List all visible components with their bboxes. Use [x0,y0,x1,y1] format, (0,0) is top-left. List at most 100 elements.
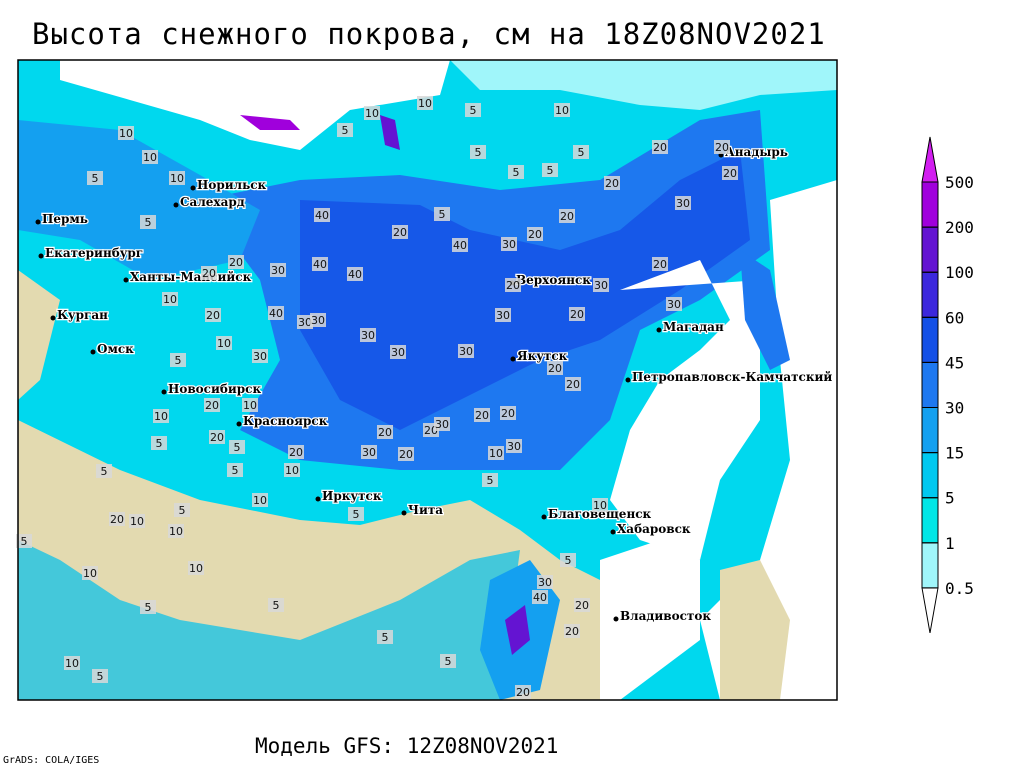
contour-label-box [337,123,353,137]
city-label: Магадан [663,320,724,334]
city-label: Новосибирск [168,382,261,396]
contour-label-box [228,255,244,269]
credit: GrADS: COLA/IGES [3,755,99,766]
contour-label-box [227,463,243,477]
contour-label-box [604,176,620,190]
contour-label: 30 [271,264,285,277]
contour-label-box [434,417,450,431]
contour-label: 40 [315,209,329,222]
contour-label-box [542,163,558,177]
city-dot [656,327,662,333]
contour-label-box [440,654,456,668]
contour-label: 5 [342,124,349,137]
contour-label-box [482,473,498,487]
contour-label-box [268,306,284,320]
contour-label: 5 [234,441,241,454]
contour-label: 30 [391,346,405,359]
contour-label: 30 [502,238,516,251]
city-dot [38,253,44,259]
contour-label-box [252,493,268,507]
contour-label-box [537,575,553,589]
contour-label-box [360,328,376,342]
contour-label: 5 [232,464,239,477]
contour-label-box [506,439,522,453]
contour-label-box [361,445,377,459]
contour-label-box [92,669,108,683]
contour-label-box [527,227,543,241]
contour-label: 20 [548,362,562,375]
contour-label: 10 [593,499,607,512]
colorbar-label: 500 [945,173,974,192]
contour-label-box [488,446,504,460]
contour-label-box [574,598,590,612]
contour-label-box [569,307,585,321]
city-label: Якутск [517,349,568,363]
map [18,60,837,700]
contour-label-box [87,171,103,185]
contour-label: 30 [362,446,376,459]
contour-label: 5 [547,164,554,177]
contour-label-box [560,553,576,567]
city-dot [190,185,196,191]
contour-label: 40 [269,307,283,320]
contour-label-box [204,398,220,412]
colorbar-label: 5 [945,489,955,508]
title: Высота снежного покрова, см на 18Z08NOV2… [32,17,826,51]
contour-label: 5 [273,599,280,612]
city-dot [236,421,242,427]
contour-label: 20 [605,177,619,190]
cities: Норильск Салехард Пермь Екатеринбург Ханты-М… [35,144,834,624]
contour-label-box [151,436,167,450]
contour-label: 10 [365,107,379,120]
contour-label: 5 [513,166,520,179]
contour-label: 20 [565,625,579,638]
contour-label: 5 [101,465,108,478]
contour-label: 30 [311,314,325,327]
contour-label: 10 [130,515,144,528]
contour-label-box [398,447,414,461]
contour-label-box [564,624,580,638]
contour-label: 5 [145,601,152,614]
colorbar-label: 1 [945,534,955,553]
contour-label-box [714,140,730,154]
city-dot [315,496,321,502]
contour-label-box [474,408,490,422]
contour-label-box [64,656,80,670]
contour-label: 20 [566,378,580,391]
city-label: Петропавловск-Камчатский [632,370,832,384]
contour-label-box [470,145,486,159]
contour-label: 20 [560,210,574,223]
contour-label: 20 [210,431,224,444]
contour-label: 30 [459,345,473,358]
contour-label: 30 [435,418,449,431]
contour-label: 20 [723,167,737,180]
contour-label-box [140,600,156,614]
city-label: Благовещенск [548,507,652,521]
contour-label: 5 [565,554,572,567]
contour-label: 20 [205,399,219,412]
contour-label-box [188,561,204,575]
contour-label-box [452,238,468,252]
contour-label-box [348,507,364,521]
contour-label-box [284,463,300,477]
contour-label: 5 [487,474,494,487]
colorbar-end [921,136,939,183]
city-dot [541,514,547,520]
colorbar-box [921,542,939,589]
contour-label-box [174,503,190,517]
city-label: Чита [408,503,443,517]
contour-label: 20 [501,407,515,420]
city-label: Красноярск [243,414,328,428]
contour-label-box [96,464,112,478]
city-label: Омск [97,342,134,356]
contour-label: 10 [243,399,257,412]
contour-label: 10 [154,410,168,423]
city-dot [50,315,56,321]
city-dot [173,202,179,208]
contour-label: 30 [676,197,690,210]
contour-label-box [515,685,531,699]
contour-label-box [377,630,393,644]
contour-label-box [16,534,32,548]
contour-label-box [417,96,433,110]
